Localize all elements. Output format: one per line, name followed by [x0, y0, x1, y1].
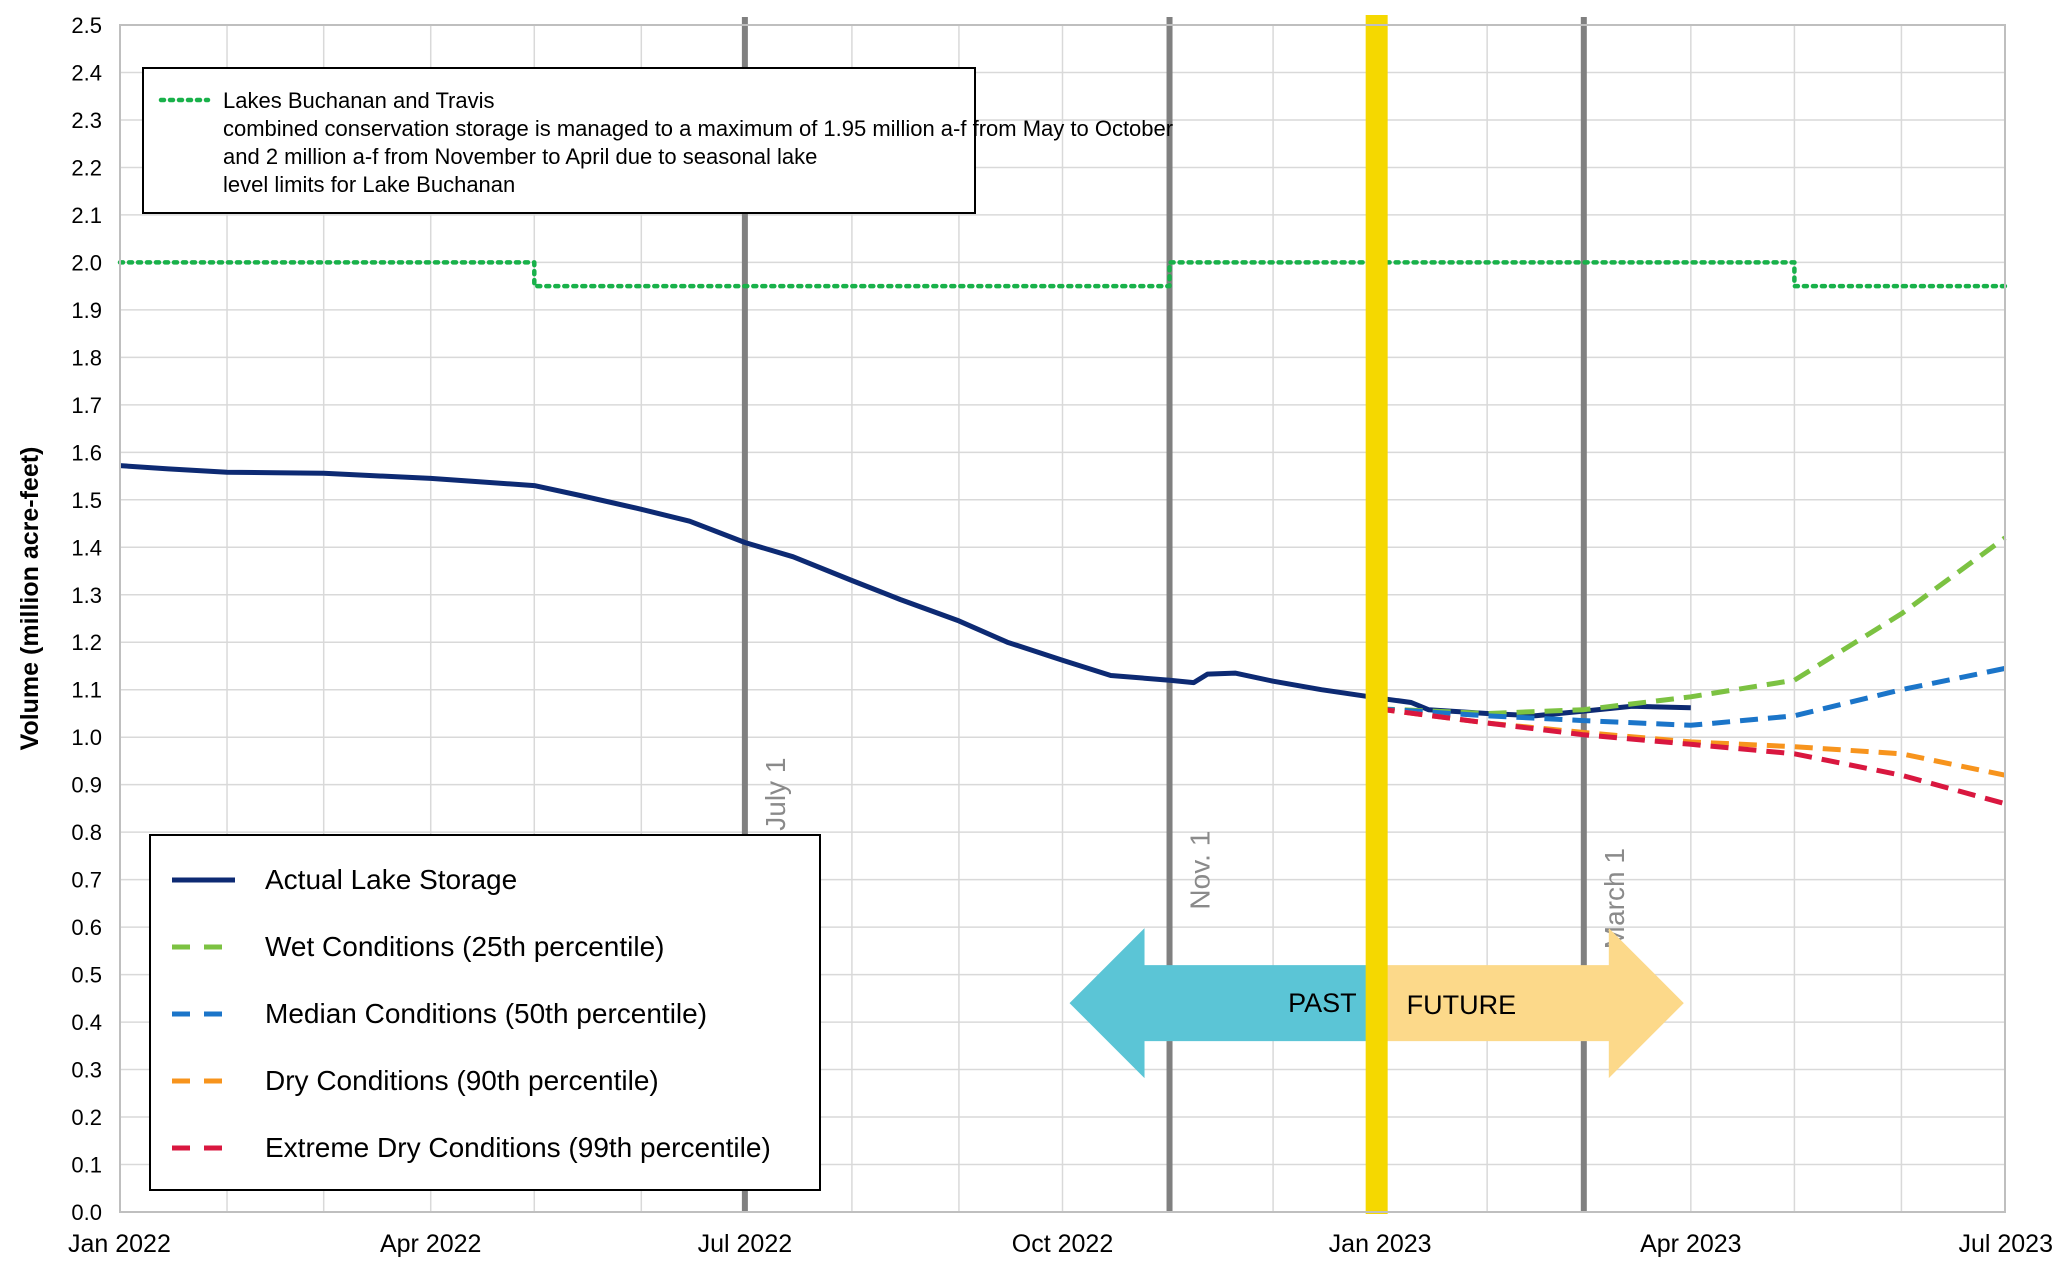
note-box — [142, 67, 976, 214]
legend-label: Actual Lake Storage — [265, 864, 517, 895]
y-tick-label: 0.4 — [71, 1010, 102, 1035]
y-tick-label: 0.7 — [71, 868, 102, 893]
y-tick-label: 0.6 — [71, 915, 102, 940]
y-tick-label: 2.5 — [71, 13, 102, 38]
y-tick-label: 0.1 — [71, 1153, 102, 1178]
past-arrow — [1069, 928, 1377, 1079]
x-tick-label: Jan 2022 — [68, 1230, 171, 1258]
legend-label: Extreme Dry Conditions (99th percentile) — [265, 1132, 771, 1163]
y-tick-label: 1.8 — [71, 345, 102, 370]
y-tick-label: 2.4 — [71, 60, 102, 85]
vertical-marker-label: March 1 — [1599, 848, 1630, 949]
y-tick-label: 0.2 — [71, 1105, 102, 1130]
legend-box — [149, 834, 821, 1191]
y-tick-label: 2.2 — [71, 155, 102, 180]
y-tick-label: 2.3 — [71, 108, 102, 133]
series-line — [1376, 535, 2007, 716]
y-tick-label: 1.9 — [71, 298, 102, 323]
series-line — [1376, 665, 2006, 728]
y-tick-label: 2.0 — [71, 250, 102, 275]
y-tick-label: 0.8 — [71, 820, 102, 845]
past-label: PAST — [1288, 988, 1357, 1018]
legend-label: Median Conditions (50th percentile) — [265, 998, 707, 1029]
y-tick-label: 0.0 — [71, 1200, 102, 1225]
y-tick-label: 0.5 — [71, 963, 102, 988]
legend-label: Wet Conditions (25th percentile) — [265, 931, 664, 962]
x-tick-label: Apr 2023 — [1640, 1230, 1741, 1258]
x-tick-label: Jul 2023 — [1958, 1230, 2053, 1258]
vertical-marker-label: July 1 — [760, 758, 791, 831]
y-tick-label: 1.1 — [71, 678, 102, 703]
y-tick-label: 1.0 — [71, 725, 102, 750]
y-tick-label: 1.2 — [71, 630, 102, 655]
x-tick-label: Jul 2022 — [698, 1230, 793, 1258]
x-tick-label: Apr 2022 — [380, 1230, 481, 1258]
y-tick-label: 1.5 — [71, 488, 102, 513]
future-label: FUTURE — [1407, 990, 1517, 1020]
y-tick-label: 0.9 — [71, 773, 102, 798]
x-tick-label: Oct 2022 — [1012, 1230, 1113, 1258]
vertical-marker-label: Nov. 1 — [1185, 831, 1216, 910]
series-line — [117, 260, 2008, 289]
y-axis-label: Volume (million acre-feet) — [16, 447, 44, 751]
legend-label: Dry Conditions (90th percentile) — [265, 1065, 659, 1096]
plot-frame — [119, 24, 2006, 1213]
series-line — [1376, 706, 2006, 807]
x-tick-label: Jan 2023 — [1329, 1230, 1432, 1258]
y-tick-label: 2.1 — [71, 203, 102, 228]
future-arrow — [1376, 928, 1684, 1079]
y-tick-label: 0.3 — [71, 1058, 102, 1083]
y-tick-label: 1.6 — [71, 440, 102, 465]
y-tick-label: 1.3 — [71, 583, 102, 608]
note-text: Lakes Buchanan and Travis combined conser… — [223, 88, 1173, 197]
y-tick-label: 1.4 — [71, 535, 102, 560]
y-tick-label: 1.7 — [71, 393, 102, 418]
series-line — [119, 463, 1691, 719]
